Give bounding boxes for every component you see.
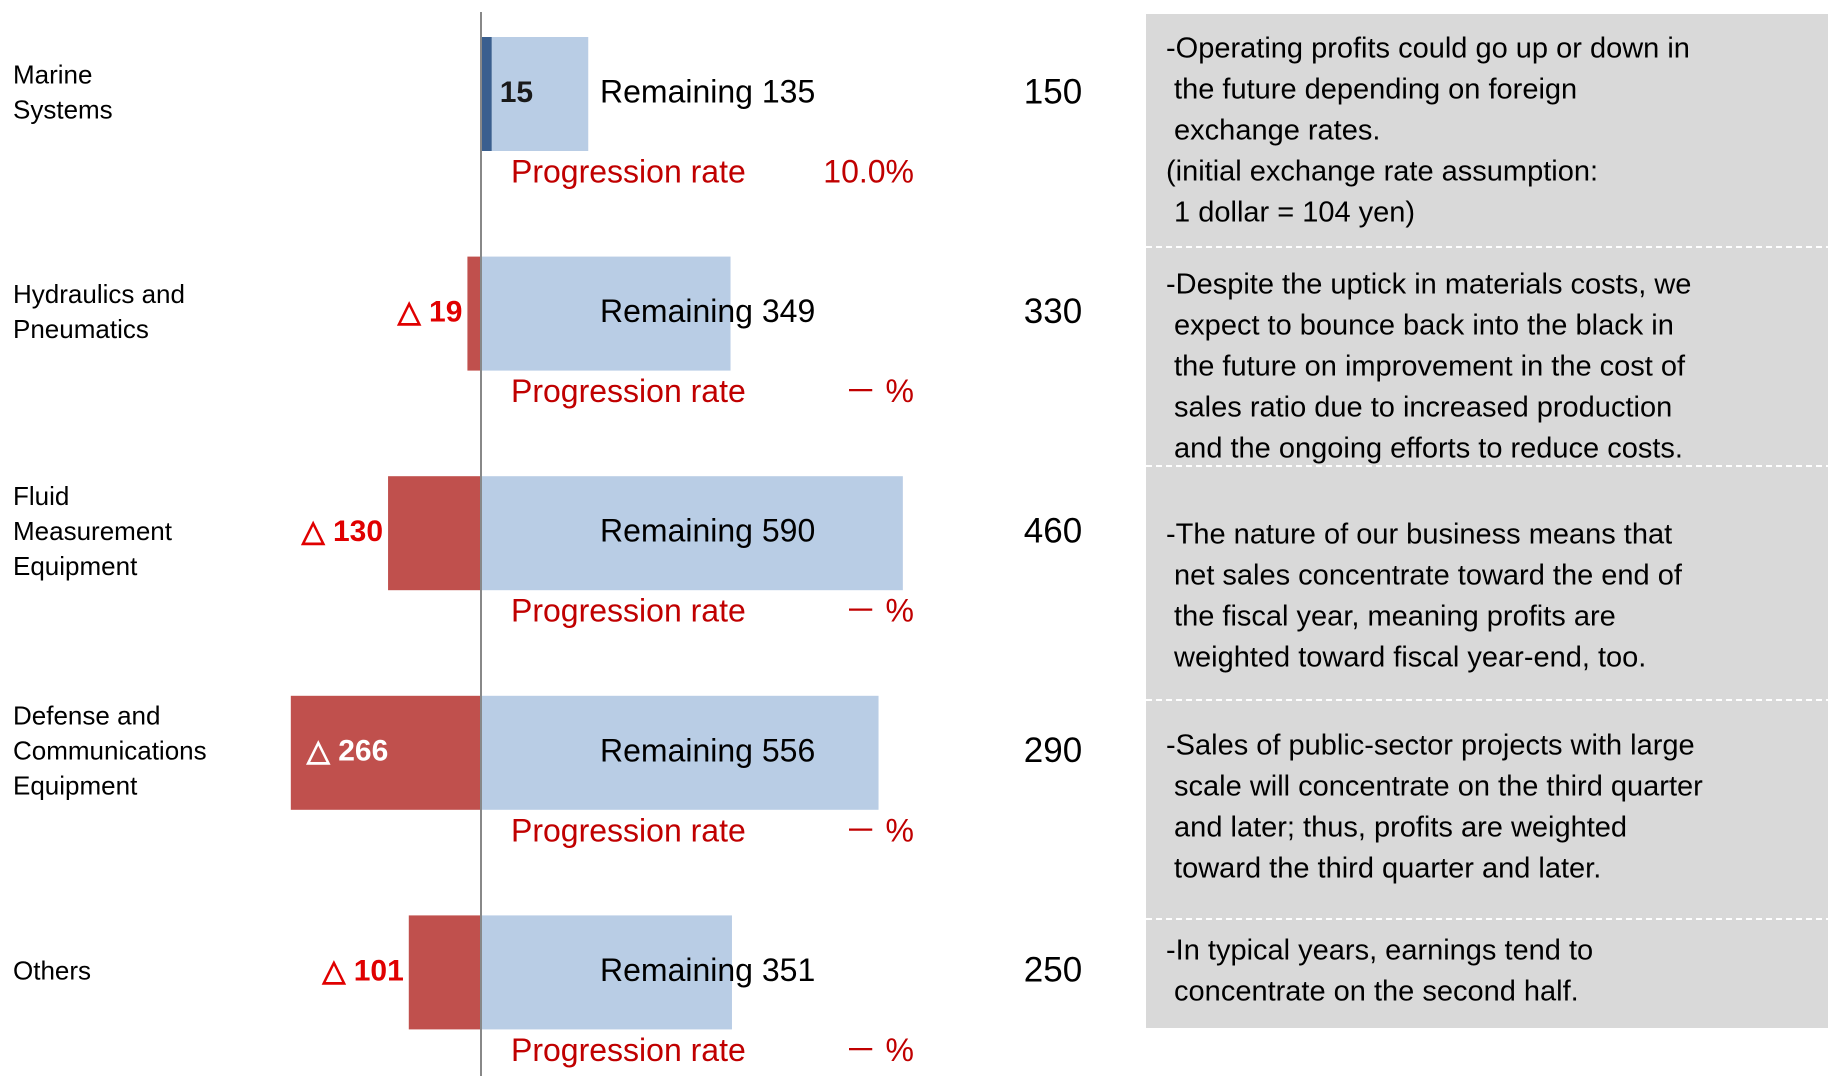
remaining-label: Remaining 590 — [600, 513, 815, 549]
category-label: Hydraulics and — [13, 279, 185, 309]
note-line: -Sales of public-sector projects with la… — [1166, 730, 1695, 762]
progression-label: Progression rate — [511, 593, 746, 629]
category-label: Marine — [13, 59, 92, 89]
progression-rate: － % — [845, 1032, 914, 1068]
note-line: scale will concentrate on the third quar… — [1166, 771, 1703, 803]
note-line: the future depending on foreign — [1166, 74, 1577, 106]
category-label: Systems — [13, 94, 113, 124]
note-line: expect to bounce back into the black in — [1166, 310, 1674, 342]
note-line: -Despite the uptick in materials costs, … — [1166, 269, 1691, 301]
note-line: exchange rates. — [1166, 115, 1380, 147]
remaining-label: Remaining 351 — [600, 952, 815, 988]
note-line: concentrate on the second half. — [1166, 976, 1579, 1008]
note-line: (initial exchange rate assumption: — [1166, 156, 1598, 188]
progression-rate: 10.0% — [823, 153, 914, 189]
target-value: 290 — [1024, 731, 1082, 770]
value-label: △ 266 — [306, 735, 388, 768]
category-label: Defense and — [13, 701, 160, 731]
note-line: net sales concentrate toward the end of — [1166, 560, 1683, 592]
progression-rate: － % — [845, 812, 914, 848]
remaining-bar — [491, 37, 589, 151]
progression-label: Progression rate — [511, 153, 746, 189]
value-label: △ 19 — [397, 296, 463, 329]
target-value: 150 — [1024, 72, 1082, 111]
note-line: the future on improvement in the cost of — [1166, 351, 1686, 383]
actual-bar — [408, 915, 481, 1030]
remaining-bar — [481, 695, 879, 810]
remaining-bar — [481, 476, 903, 591]
value-label: 15 — [500, 76, 533, 109]
progression-label: Progression rate — [511, 812, 746, 848]
note-line: toward the third quarter and later. — [1166, 853, 1601, 885]
actual-bar — [290, 695, 481, 810]
category-label: Equipment — [13, 551, 138, 581]
note-line: 1 dollar = 104 yen) — [1166, 197, 1415, 229]
note-line: -Operating profits could go up or down i… — [1166, 33, 1690, 65]
value-label: △ 101 — [321, 954, 403, 987]
note-line: the fiscal year, meaning profits are — [1166, 601, 1616, 633]
note-line: -The nature of our business means that — [1166, 519, 1672, 551]
target-value: 250 — [1024, 951, 1082, 990]
note-line: -In typical years, earnings tend to — [1166, 935, 1593, 967]
progression-rate: － % — [845, 373, 914, 409]
category-label: Others — [13, 955, 91, 985]
note-line: weighted toward fiscal year-end, too. — [1166, 642, 1646, 674]
category-label: Fluid — [13, 481, 69, 511]
category-label: Pneumatics — [13, 314, 149, 344]
actual-bar — [467, 256, 481, 371]
value-label: △ 130 — [301, 515, 383, 548]
remaining-label: Remaining 135 — [600, 73, 815, 109]
remaining-label: Remaining 349 — [600, 293, 815, 329]
remaining-bar — [481, 915, 732, 1030]
progression-rate: － % — [845, 593, 914, 629]
remaining-bar — [481, 256, 731, 371]
notes-panel — [1146, 14, 1828, 1028]
actual-bar — [388, 476, 481, 591]
note-line: sales ratio due to increased production — [1166, 392, 1672, 424]
actual-bar — [481, 37, 492, 151]
progression-label: Progression rate — [511, 1032, 746, 1068]
category-label: Equipment — [13, 771, 138, 801]
note-line: and later; thus, profits are weighted — [1166, 812, 1627, 844]
category-label: Measurement — [13, 516, 173, 546]
note-separators — [1146, 246, 1828, 920]
category-label: Communications — [13, 736, 207, 766]
note-line: and the ongoing efforts to reduce costs. — [1166, 433, 1683, 465]
target-value: 460 — [1024, 511, 1082, 550]
progression-label: Progression rate — [511, 373, 746, 409]
target-value: 330 — [1024, 292, 1082, 331]
remaining-label: Remaining 556 — [600, 732, 815, 768]
